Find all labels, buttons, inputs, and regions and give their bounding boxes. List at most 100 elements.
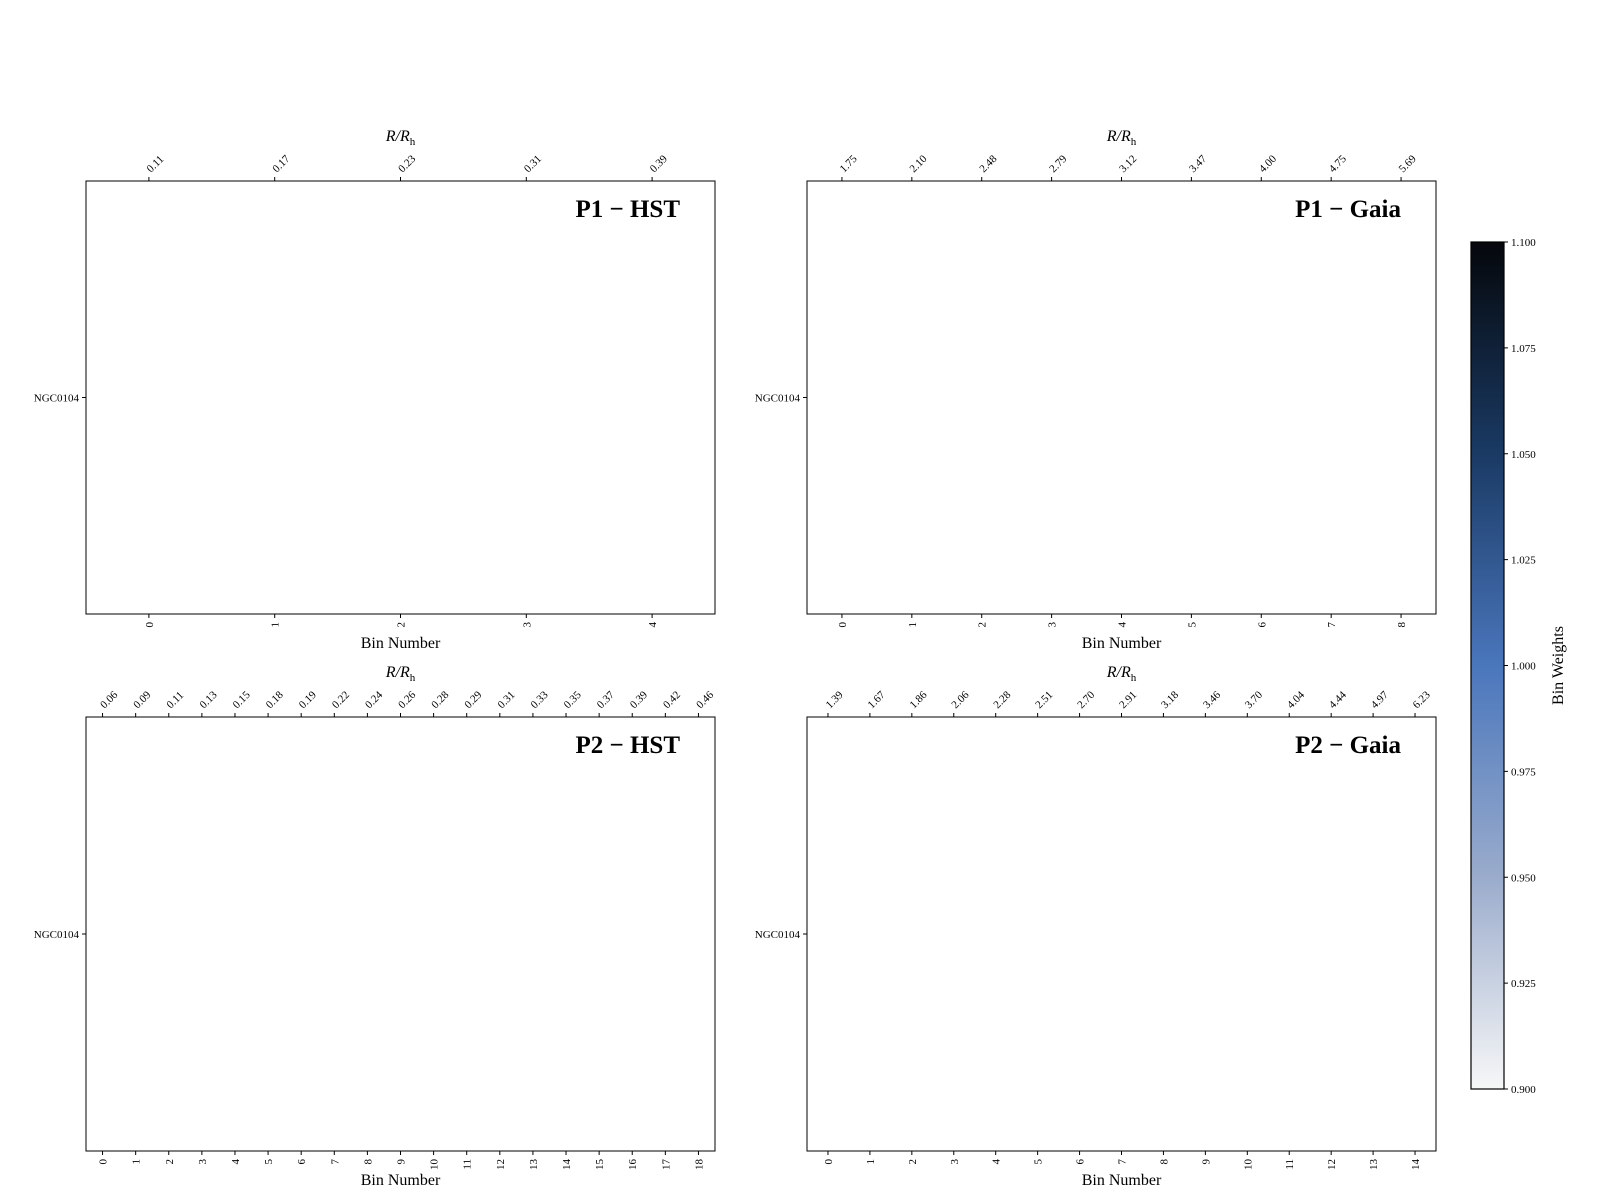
x2-label-main: R/R — [385, 664, 410, 681]
x-tick-label: 4 — [230, 1159, 242, 1165]
x2-tick-label: 0.37 — [595, 689, 617, 711]
axes-frame — [806, 180, 1437, 615]
x-axis-label: Bin Number — [361, 1172, 441, 1189]
x-tick-label: 1 — [907, 622, 919, 628]
x2-tick-label: 6.23 — [1411, 689, 1433, 711]
x2-tick-label: 4.44 — [1327, 689, 1349, 711]
y-tick-label: NGC0104 — [34, 393, 80, 405]
x2-tick-label: 0.24 — [363, 689, 385, 711]
panel-title: P1 − HST — [575, 196, 680, 223]
x2-tick-label: 4.00 — [1257, 153, 1279, 175]
x2-tick-label: 1.39 — [824, 689, 846, 711]
x-tick-label: 9 — [1200, 1159, 1212, 1165]
x2-tick-label: 0.42 — [661, 689, 683, 711]
y-tick-label: NGC0104 — [34, 929, 80, 941]
y-tick-label: NGC0104 — [755, 929, 801, 941]
x2-axis-label: R/Rh — [385, 128, 416, 148]
x-tick-label: 13 — [1368, 1159, 1380, 1171]
x2-tick-label: 2.91 — [1117, 689, 1139, 711]
x2-tick-label: 0.15 — [231, 689, 253, 711]
axes-frame — [85, 716, 716, 1152]
x-tick-label: 3 — [949, 1159, 961, 1165]
x2-tick-label: 2.10 — [907, 153, 929, 175]
x-tick-label: 7 — [329, 1159, 341, 1165]
x-tick-label: 15 — [594, 1159, 606, 1171]
x-tick-label: 4 — [1117, 622, 1129, 628]
x2-tick-label: 3.18 — [1159, 689, 1181, 711]
x2-tick-label: 0.06 — [98, 689, 120, 711]
x2-tick-label: 5.69 — [1397, 153, 1419, 175]
axes-frame — [85, 180, 716, 615]
x-tick-label: 5 — [263, 1159, 275, 1165]
x-tick-label: 12 — [495, 1159, 507, 1170]
colorbar-tick-label: 0.975 — [1511, 766, 1536, 778]
x2-tick-label: 1.86 — [907, 689, 929, 711]
x-tick-label: 5 — [1186, 622, 1198, 628]
x2-tick-label: 3.46 — [1201, 689, 1223, 711]
x2-tick-label: 0.19 — [297, 689, 319, 711]
x2-tick-label: 0.35 — [562, 689, 584, 711]
x2-tick-label: 1.67 — [866, 689, 888, 711]
x2-tick-label: 0.11 — [164, 689, 186, 711]
x2-tick-label: 0.22 — [330, 689, 352, 711]
x2-tick-label: 3.12 — [1117, 153, 1139, 175]
x-tick-label: 2 — [164, 1159, 176, 1165]
x-tick-label: 11 — [1284, 1159, 1296, 1170]
x2-label-sub: h — [410, 672, 416, 684]
x-tick-label: 4 — [991, 1159, 1003, 1165]
colorbar-tick-label: 1.050 — [1511, 449, 1536, 461]
x-tick-label: 3 — [521, 622, 533, 628]
colorbar-tick-label: 1.025 — [1511, 555, 1536, 567]
x2-tick-label: 0.23 — [396, 153, 418, 175]
x2-tick-label: 2.79 — [1047, 153, 1069, 175]
x-tick-label: 1 — [270, 622, 282, 628]
x-tick-label: 0 — [144, 622, 156, 628]
x-tick-label: 8 — [362, 1159, 374, 1165]
x-tick-label: 6 — [296, 1159, 308, 1165]
x2-tick-label: 2.48 — [977, 153, 999, 175]
x-tick-label: 13 — [528, 1159, 540, 1171]
x2-tick-label: 2.06 — [949, 689, 971, 711]
x2-label-main: R/R — [1106, 128, 1131, 145]
x-tick-label: 0 — [837, 622, 849, 628]
x-tick-label: 6 — [1075, 1159, 1087, 1165]
x-tick-label: 8 — [1158, 1159, 1170, 1165]
x-tick-label: 8 — [1396, 622, 1408, 628]
x-axis-label: Bin Number — [1082, 1172, 1162, 1189]
x-tick-label: 16 — [627, 1159, 639, 1171]
x2-axis-label: R/Rh — [385, 664, 416, 684]
x-tick-label: 11 — [462, 1159, 474, 1170]
colorbar-tick-label: 0.925 — [1511, 978, 1536, 990]
x2-label-main: R/R — [1106, 664, 1131, 681]
x-tick-label: 4 — [647, 622, 659, 628]
x2-tick-label: 0.17 — [270, 153, 292, 175]
x2-tick-label: 0.39 — [628, 689, 650, 711]
x-tick-label: 0 — [98, 1159, 110, 1165]
x2-tick-label: 4.75 — [1327, 153, 1349, 175]
x2-tick-label: 0.18 — [264, 689, 286, 711]
x2-tick-label: 4.97 — [1369, 689, 1391, 711]
x2-tick-label: 0.31 — [495, 689, 517, 711]
x2-tick-label: 0.39 — [648, 153, 670, 175]
x2-label-sub: h — [1131, 672, 1137, 684]
colorbar — [1470, 241, 1505, 1090]
y-tick-label: NGC0104 — [755, 393, 801, 405]
x2-tick-label: 3.70 — [1243, 689, 1265, 711]
x2-tick-label: 0.11 — [145, 153, 167, 175]
x-tick-label: 7 — [1326, 622, 1338, 628]
x2-tick-label: 1.75 — [838, 153, 860, 175]
x-tick-label: 14 — [1410, 1159, 1422, 1171]
x2-tick-label: 2.70 — [1075, 689, 1097, 711]
panel-title: P2 − HST — [575, 732, 680, 759]
x-tick-label: 6 — [1256, 622, 1268, 628]
x2-tick-label: 0.46 — [694, 689, 716, 711]
x2-tick-label: 0.09 — [131, 689, 153, 711]
x2-label-sub: h — [410, 136, 416, 148]
x2-tick-label: 0.33 — [529, 689, 551, 711]
x-tick-label: 2 — [907, 1159, 919, 1165]
x-tick-label: 17 — [660, 1159, 672, 1171]
x-tick-label: 3 — [197, 1159, 209, 1165]
x-tick-label: 5 — [1033, 1159, 1045, 1165]
x-tick-label: 2 — [396, 622, 408, 628]
